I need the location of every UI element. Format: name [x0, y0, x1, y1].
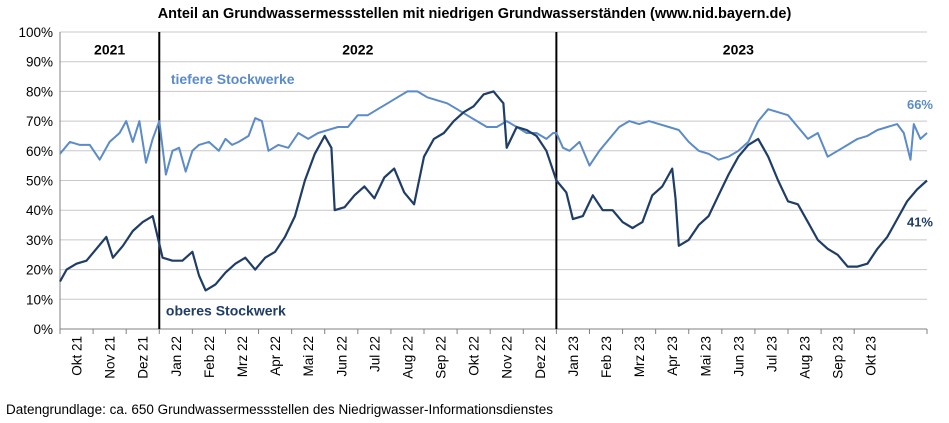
x-tick-label: Nov 21: [103, 336, 118, 379]
year-label: 2023: [723, 41, 754, 57]
y-tick-label: 80%: [26, 84, 53, 99]
x-tick-label: Dez 21: [136, 336, 151, 379]
year-label: 2022: [342, 41, 373, 57]
x-tick-label: Sep 22: [434, 336, 449, 379]
x-tick-label: Okt 23: [864, 336, 879, 376]
year-label: 2021: [94, 41, 125, 57]
x-tick-label: Jun 23: [731, 336, 746, 377]
y-tick-label: 40%: [26, 203, 53, 218]
x-tick-label: Sep 23: [831, 336, 846, 379]
x-tick-label: Okt 21: [70, 336, 85, 376]
y-tick-label: 20%: [26, 263, 53, 278]
series-lines: [59, 90, 928, 292]
x-tick-label: Nov 22: [500, 336, 515, 379]
y-tick-label: 90%: [26, 55, 53, 70]
series-label-oberes: oberes Stockwerk: [166, 303, 286, 319]
series-label-tiefere: tiefere Stockwerke: [171, 71, 295, 87]
x-tick-label: Mrz 22: [235, 336, 250, 377]
chart-title: Anteil an Grundwassermessstellen mit nie…: [157, 6, 792, 22]
series-labels: tiefere Stockwerke oberes Stockwerk 66% 41%: [166, 71, 934, 319]
y-tick-labels: 0% 10% 20% 30% 40% 50% 60% 70% 80% 90% 100%: [18, 25, 53, 337]
y-tick-label: 0%: [33, 322, 53, 337]
y-tick-label: 10%: [26, 292, 53, 307]
series-line: [59, 90, 928, 292]
x-tick-label: Feb 22: [202, 336, 217, 378]
x-tick-label: Mai 22: [301, 336, 316, 377]
x-tick-label: Aug 23: [798, 336, 813, 379]
x-tick-label: Jul 23: [764, 336, 779, 372]
x-tick-label: Jul 22: [367, 336, 382, 372]
x-tick-labels: Okt 21 Nov 21 Dez 21 Jan 22 Feb 22 Mrz 22 Apr …: [59, 329, 928, 379]
x-tick-label: Jan 22: [169, 336, 184, 377]
series-line: [59, 90, 928, 176]
end-value-oberes: 41%: [907, 215, 933, 230]
year-labels: 2021 2022 2023: [94, 41, 754, 57]
grid-lines: [60, 31, 927, 300]
end-value-tiefere: 66%: [907, 97, 933, 112]
y-tick-label: 60%: [26, 144, 53, 159]
x-tick-label: Mai 23: [698, 336, 713, 377]
x-tick-label: Jan 23: [566, 336, 581, 377]
x-tick-label: Dez 22: [533, 336, 548, 379]
x-tick-label: Apr 22: [268, 336, 283, 376]
y-tick-label: 70%: [26, 114, 53, 129]
x-tick-label: Aug 22: [400, 336, 415, 379]
x-tick-label: Feb 23: [599, 336, 614, 378]
y-tick-label: 100%: [18, 25, 53, 40]
y-tick-label: 50%: [26, 174, 53, 189]
x-tick-label: Okt 22: [467, 336, 482, 376]
source-note: Datengrundlage: ca. 650 Grundwassermesss…: [6, 402, 554, 417]
x-tick-label: Apr 23: [665, 336, 680, 376]
x-tick-label: Jun 22: [334, 336, 349, 377]
x-tick-label: Mrz 23: [632, 336, 647, 377]
y-tick-label: 30%: [26, 233, 53, 248]
